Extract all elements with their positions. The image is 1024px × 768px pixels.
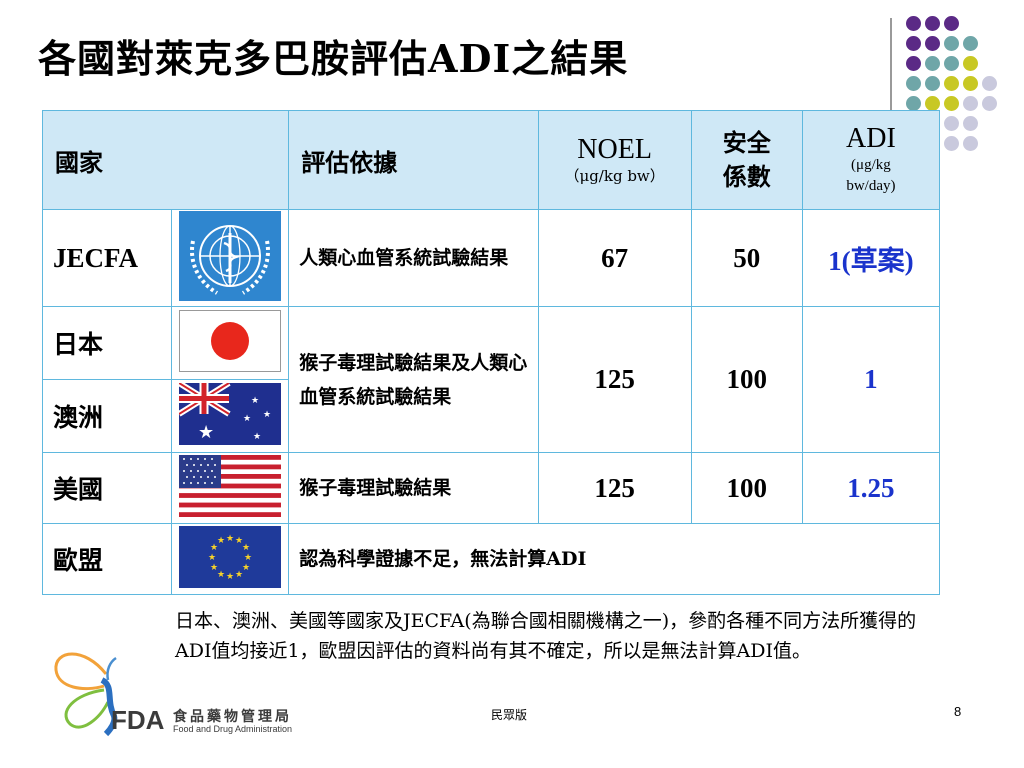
who-emblem-icon xyxy=(179,211,282,301)
header-adi: ADI (μg/kg bw/day) xyxy=(801,110,941,210)
svg-text:★: ★ xyxy=(235,570,243,580)
decorative-dot xyxy=(944,136,959,151)
decorative-dot xyxy=(944,36,959,51)
table-header-row: 國家 評估依據 NOEL （μg/kg bw） 安全 係數 ADI (μg/kg … xyxy=(41,110,941,210)
decorative-dot xyxy=(963,96,978,111)
table-row: 澳洲 ★ ★ ★ ★ ★ xyxy=(41,379,940,453)
logo-name-en: Food and Drug Administration xyxy=(173,724,293,734)
decorative-dot xyxy=(944,56,959,71)
logo-abbr: FDA xyxy=(111,705,165,735)
decorative-dot xyxy=(944,116,959,131)
svg-text:★: ★ xyxy=(242,563,250,573)
adi-japan-australia: 1 xyxy=(801,306,941,453)
svg-text:★: ★ xyxy=(198,422,214,443)
svg-text:★: ★ xyxy=(210,543,218,553)
decorative-dot xyxy=(925,56,940,71)
svg-text:★: ★ xyxy=(263,410,271,420)
table-row: 日本 猴子毒理試驗結果及人類心血管系統試驗結果 125 100 1 xyxy=(41,306,941,453)
decorative-dot xyxy=(925,96,940,111)
basis-jecfa: 人類心血管系統試驗結果 xyxy=(288,209,539,307)
footer-edition: 民眾版 xyxy=(491,708,528,722)
fda-butterfly-logo xyxy=(54,652,118,737)
decorative-dot xyxy=(982,76,997,91)
svg-text:★: ★ xyxy=(243,414,251,424)
decorative-dot xyxy=(925,76,940,91)
country-jecfa: JECFA xyxy=(41,209,173,307)
logo-name-zh: 食品藥物管理局 xyxy=(173,709,292,725)
noel-usa: 125 xyxy=(537,452,692,524)
divider-line xyxy=(890,18,892,160)
decorative-dot xyxy=(925,36,940,51)
noel-jecfa: 67 xyxy=(537,209,692,307)
decorative-dot xyxy=(963,36,978,51)
header-country: 國家 xyxy=(41,110,290,210)
table-row: 歐盟 ★ ★ ★ ★ ★ ★ ★ ★ ★ ★ ★ ★ 認為科學證據不足，無法計算ADI xyxy=(41,523,940,595)
decorative-dot xyxy=(963,136,978,151)
decorative-dot xyxy=(944,76,959,91)
svg-text:★: ★ xyxy=(242,543,250,553)
header-noel: NOEL （μg/kg bw） xyxy=(537,110,692,210)
adi-usa: 1.25 xyxy=(801,452,941,524)
decorative-dot xyxy=(906,56,921,71)
decorative-dot xyxy=(906,16,921,31)
header-safety-factor: 安全 係數 xyxy=(690,110,803,210)
table-row: 美國 猴子毒理試驗結果 125 xyxy=(41,452,941,524)
table-row: JECFA 人類心血管系統試驗結果 67 50 1(草案) xyxy=(41,209,941,307)
basis-usa: 猴子毒理試驗結果 xyxy=(288,452,539,524)
country-japan: 日本 xyxy=(41,306,173,380)
decorative-dot xyxy=(963,76,978,91)
decorative-dot xyxy=(925,16,940,31)
safety-usa: 100 xyxy=(690,452,803,524)
svg-text:★: ★ xyxy=(226,534,234,544)
decorative-dot xyxy=(906,96,921,111)
decorative-dots xyxy=(906,16,1024,166)
header-basis: 評估依據 xyxy=(288,110,539,210)
adi-jecfa: 1(草案) xyxy=(801,209,941,307)
safety-jecfa: 50 xyxy=(690,209,803,307)
decorative-dot xyxy=(963,56,978,71)
svg-text:★: ★ xyxy=(217,570,225,580)
svg-text:★: ★ xyxy=(217,536,225,546)
page-number: 8 xyxy=(954,704,962,719)
decorative-dot xyxy=(963,116,978,131)
safety-japan-australia: 100 xyxy=(690,306,803,453)
svg-text:★: ★ xyxy=(253,432,261,442)
decorative-dot xyxy=(906,36,921,51)
country-australia: 澳洲 xyxy=(41,379,173,453)
svg-text:★: ★ xyxy=(251,396,259,406)
decorative-dot xyxy=(944,16,959,31)
country-usa: 美國 xyxy=(41,452,173,524)
noel-japan-australia: 125 xyxy=(537,306,692,453)
basis-eu: 認為科學證據不足，無法計算ADI xyxy=(288,523,940,595)
usa-flag-icon xyxy=(179,455,282,517)
page-title: 各國對萊克多巴胺評估ADI之結果 xyxy=(38,36,629,81)
adi-table: 國家 評估依據 NOEL （μg/kg bw） 安全 係數 ADI (μg/kg … xyxy=(41,110,941,595)
decorative-dot xyxy=(982,96,997,111)
japan-flag-icon xyxy=(179,310,282,372)
decorative-dot xyxy=(906,76,921,91)
basis-japan-australia: 猴子毒理試驗結果及人類心血管系統試驗結果 xyxy=(288,306,539,453)
svg-text:★: ★ xyxy=(244,553,252,563)
svg-text:★: ★ xyxy=(208,553,216,563)
country-eu: 歐盟 xyxy=(41,523,173,595)
eu-flag-icon: ★ ★★ ★★★ ★★★ ★★★ xyxy=(179,526,282,588)
australia-flag-icon: ★ ★ ★ ★ ★ xyxy=(177,380,282,445)
summary-note: 日本、澳洲、美國等國家及JECFA(為聯合國相關機構之一)，參酌各種不同方法所獲… xyxy=(175,610,917,662)
svg-text:★: ★ xyxy=(210,563,218,573)
decorative-dot xyxy=(944,96,959,111)
svg-text:★: ★ xyxy=(235,536,243,546)
svg-text:★: ★ xyxy=(226,572,234,582)
